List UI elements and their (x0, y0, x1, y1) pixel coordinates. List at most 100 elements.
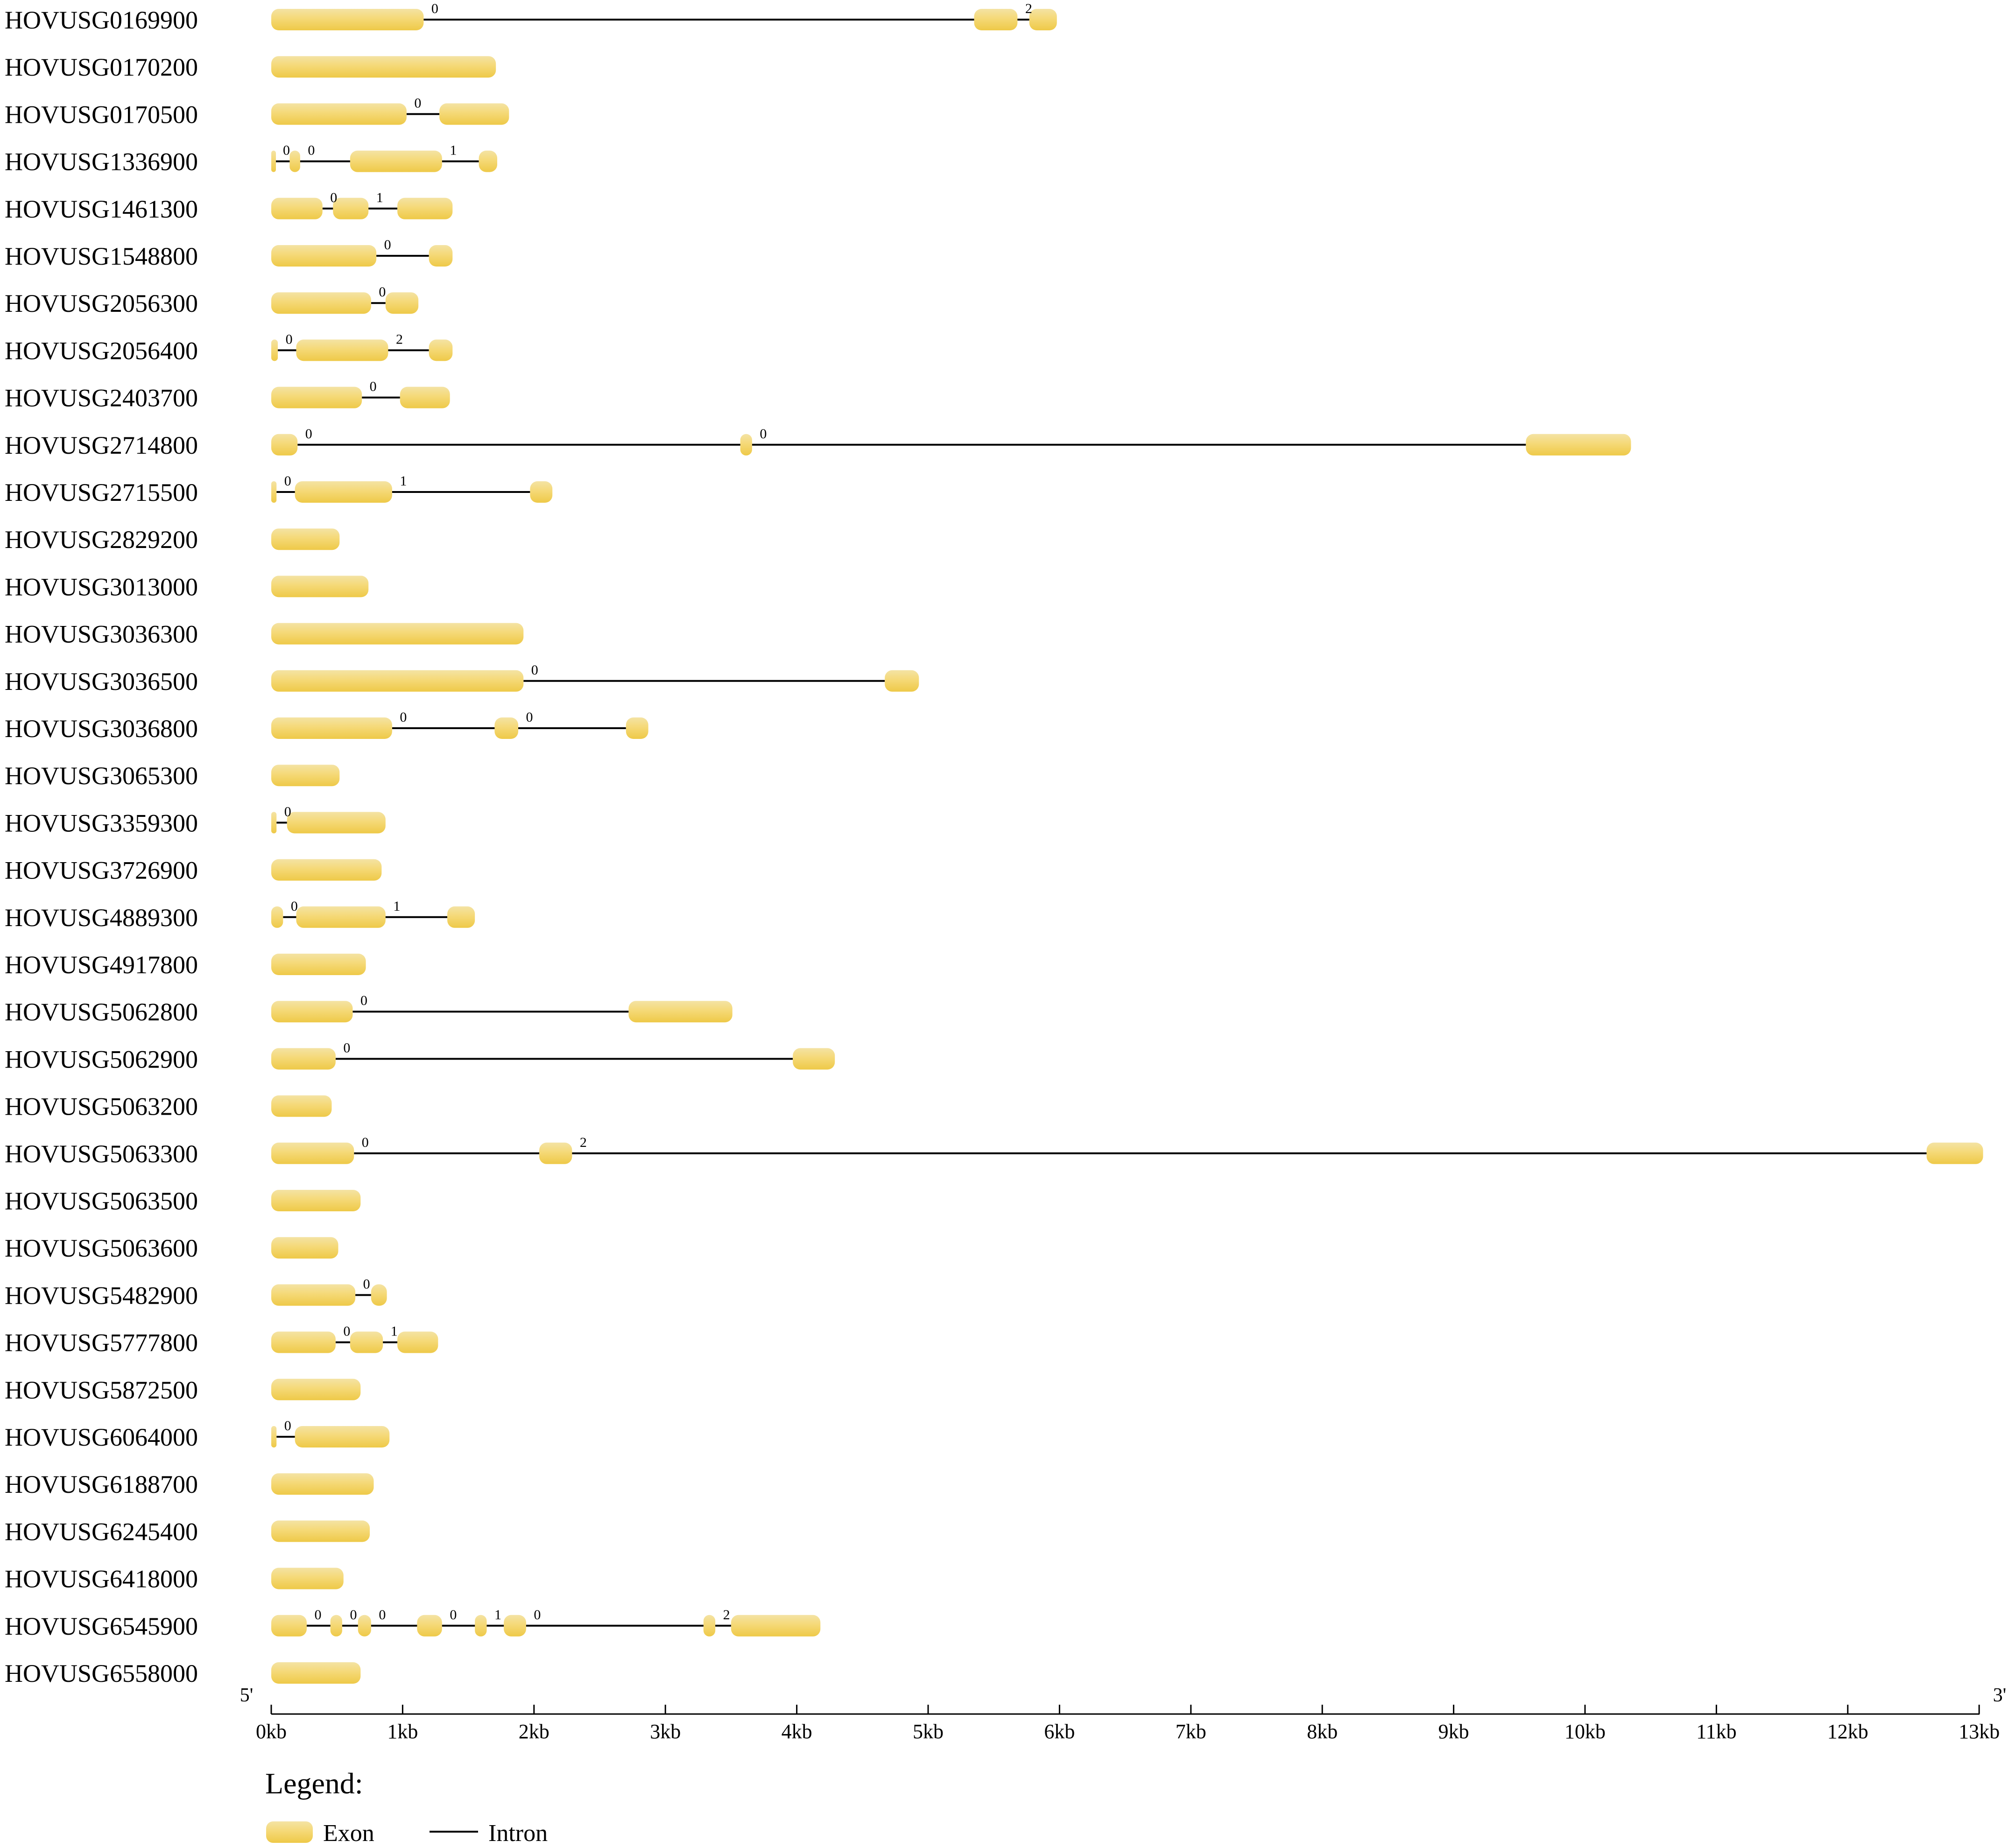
exon (271, 245, 377, 267)
exon (271, 1662, 361, 1684)
exon (1926, 1142, 1983, 1164)
exon (271, 1426, 277, 1447)
gene-row: HOVUSG1461300 0 1 (5, 190, 453, 223)
exon (740, 434, 752, 456)
axis-tick-label: 9kb (1438, 1720, 1469, 1743)
gene-name: HOVUSG6418000 (5, 1565, 198, 1593)
exon (974, 9, 1018, 30)
exon (271, 717, 392, 739)
gene-row: HOVUSG2056300 0 (5, 284, 419, 317)
exon (271, 292, 371, 314)
intron-phase: 0 (284, 1418, 291, 1433)
gene-name: HOVUSG5482900 (5, 1281, 198, 1309)
exon (385, 292, 419, 314)
gene-row: HOVUSG2715500 0 1 (5, 473, 553, 506)
legend-exon-label: Exon (323, 1820, 374, 1847)
gene-row: HOVUSG4889300 0 1 (5, 899, 475, 932)
kb-axis: 5' 3' 0kb 1kb 2kb 3kb 4kb 5kb 6kb 7kb 8kb 9kb 10kb… (240, 1685, 2007, 1743)
exon (494, 717, 519, 739)
five-prime-label: 5' (240, 1685, 254, 1706)
exon (271, 812, 277, 834)
three-prime-label: 3' (1993, 1685, 2007, 1706)
intron-phase: 0 (330, 190, 337, 205)
gene-name: HOVUSG5063200 (5, 1093, 198, 1121)
exon (1029, 9, 1057, 30)
gene-row: HOVUSG5062900 0 (5, 1040, 835, 1073)
gene-row: HOVUSG1548800 0 (5, 237, 453, 270)
exon (271, 528, 340, 550)
legend-title: Legend: (265, 1767, 363, 1800)
gene-row: HOVUSG6188700 (5, 1470, 374, 1498)
exon (271, 1615, 307, 1637)
gene-name: HOVUSG3036500 (5, 668, 198, 696)
legend-exon-swatch (266, 1821, 313, 1843)
exon (397, 1331, 438, 1353)
gene-name: HOVUSG6558000 (5, 1659, 198, 1687)
axis-tick-label: 11kb (1696, 1720, 1736, 1743)
gene-name: HOVUSG2056400 (5, 337, 198, 365)
exon (296, 339, 388, 361)
gene-row: HOVUSG0169900 0 2 (5, 1, 1057, 34)
gene-name: HOVUSG1461300 (5, 195, 198, 223)
gene-row: HOVUSG3036800 0 0 (5, 710, 648, 743)
intron-phase: 0 (379, 1607, 386, 1623)
gene-name: HOVUSG5872500 (5, 1376, 198, 1404)
exon (333, 197, 369, 219)
exon (271, 1048, 336, 1070)
gene-rows: HOVUSG0169900 0 2 HOVUSG0170200 HOVUSG017050… (5, 1, 1983, 1687)
axis-tick-label: 13kb (1959, 1720, 2000, 1743)
intron-phase: 0 (314, 1607, 321, 1623)
intron-phase: 2 (1025, 1, 1032, 16)
intron-phase: 1 (400, 473, 407, 489)
exon (271, 765, 340, 787)
exon (350, 150, 442, 172)
exon (271, 9, 424, 30)
gene-row: HOVUSG5482900 0 (5, 1276, 387, 1309)
exon (429, 339, 453, 361)
intron-phase: 0 (760, 426, 767, 442)
exon (271, 623, 524, 645)
exon (271, 434, 298, 456)
exon (628, 1001, 733, 1023)
axis-tick-label: 4kb (782, 1720, 812, 1743)
intron-phase: 0 (343, 1324, 350, 1339)
exon (626, 717, 648, 739)
exon (271, 386, 362, 408)
axis-tick-label: 1kb (387, 1720, 418, 1743)
exon (475, 1615, 487, 1637)
gene-name: HOVUSG5777800 (5, 1329, 198, 1357)
gene-name: HOVUSG0169900 (5, 6, 198, 34)
intron-phase: 0 (308, 143, 315, 158)
gene-row: HOVUSG5063200 (5, 1093, 332, 1121)
gene-name: HOVUSG3065300 (5, 762, 198, 790)
exon (271, 1001, 353, 1023)
gene-name: HOVUSG3013000 (5, 573, 198, 601)
gene-name: HOVUSG6064000 (5, 1423, 198, 1451)
gene-row: HOVUSG5872500 (5, 1376, 361, 1404)
axis-tick-label: 0kb (256, 1720, 287, 1743)
exon (271, 481, 277, 503)
intron-phase: 1 (393, 899, 400, 914)
axis-tick-label: 2kb (519, 1720, 550, 1743)
gene-name: HOVUSG1548800 (5, 242, 198, 270)
exon (289, 150, 300, 172)
exon (731, 1615, 821, 1637)
axis-tick-label: 5kb (913, 1720, 944, 1743)
gene-row: HOVUSG2829200 (5, 526, 340, 554)
gene-row: HOVUSG6545900 0 0 0 0 1 0 2 (5, 1607, 821, 1640)
axis-tick-label: 12kb (1827, 1720, 1868, 1743)
exon (271, 954, 366, 975)
intron-phase: 2 (396, 331, 403, 347)
exon (271, 906, 283, 928)
gene-row: HOVUSG2056400 0 2 (5, 331, 453, 365)
gene-row: HOVUSG0170500 0 (5, 95, 509, 128)
exon (271, 670, 524, 692)
gene-row: HOVUSG5063600 (5, 1234, 338, 1262)
gene-name: HOVUSG0170500 (5, 100, 198, 128)
intron-phase: 0 (284, 473, 291, 489)
intron-phase: 2 (580, 1135, 587, 1150)
intron-phase: 0 (400, 710, 407, 725)
exon (271, 197, 323, 219)
gene-row: HOVUSG3359300 0 (5, 804, 386, 837)
